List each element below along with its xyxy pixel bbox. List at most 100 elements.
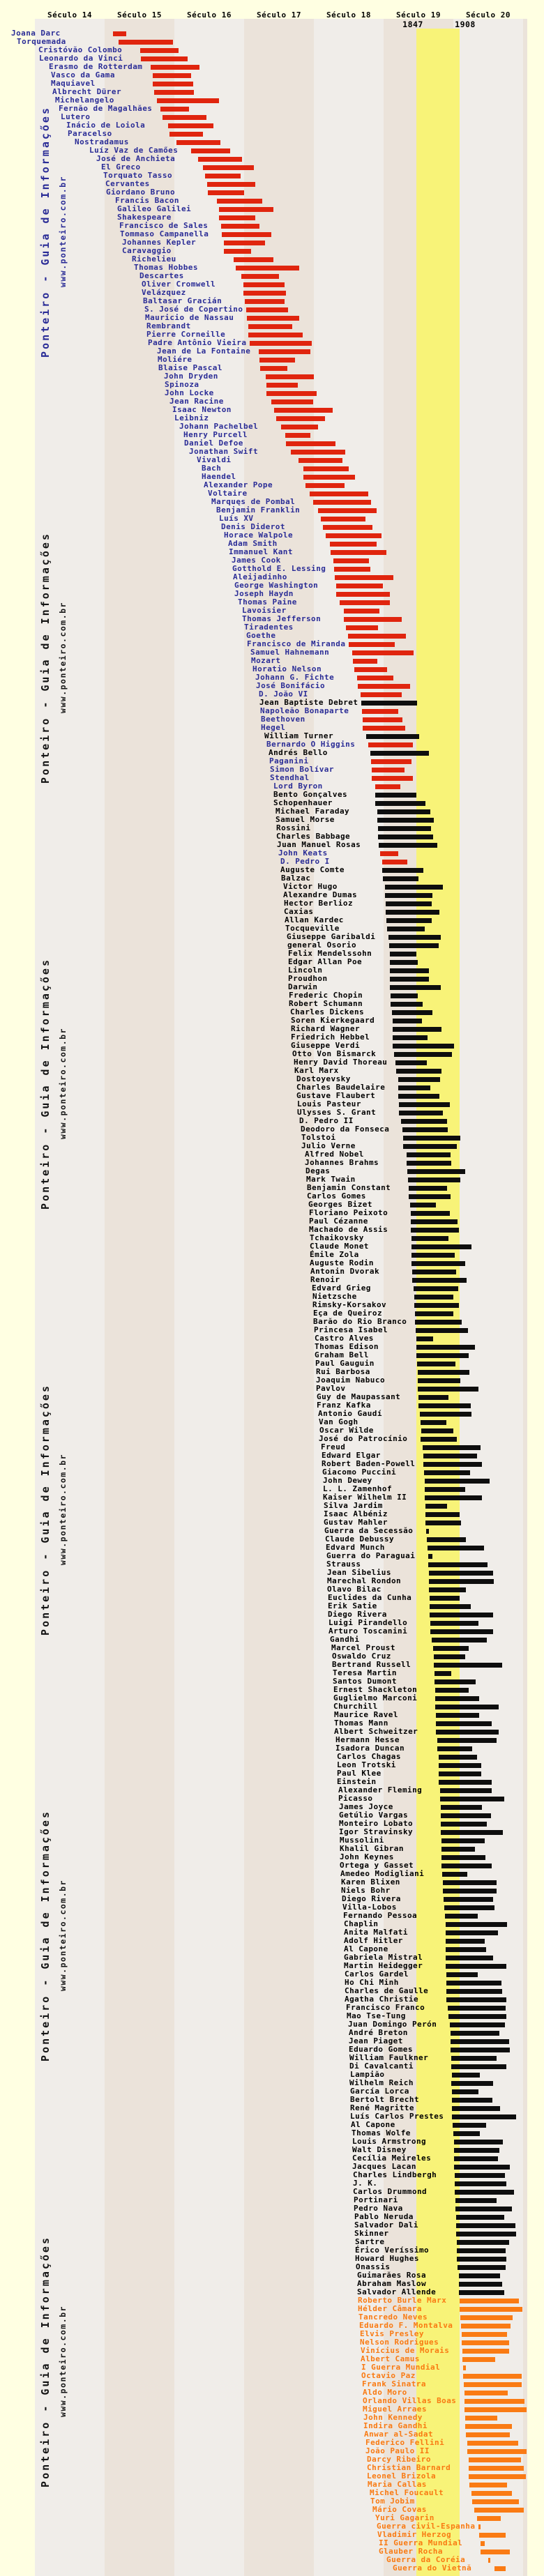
timeline-row: Jonathan Swift [0, 448, 544, 456]
lifespan-bar [455, 2181, 506, 2186]
lifespan-bar [464, 2391, 508, 2395]
person-label: Robert Schumann [289, 999, 363, 1008]
lifespan-bar [168, 123, 213, 128]
person-label: Wilhelm Reich [349, 2078, 414, 2087]
timeline-row: Horatio Nelson [0, 665, 544, 673]
person-label: Charles Babbage [276, 832, 351, 841]
lifespan-bar [460, 2307, 522, 2312]
timeline-row: Leonardo da Vinci [0, 54, 544, 63]
timeline-row: Tolstoi [0, 1134, 544, 1142]
lifespan-bar [266, 383, 298, 388]
lifespan-bar [423, 1462, 482, 1467]
timeline-row: Giuseppe Verdi [0, 1042, 544, 1050]
lifespan-bar [459, 2290, 504, 2295]
timeline-row: Frank Sinatra [0, 2380, 544, 2388]
timeline-row: Oscar Wilde [0, 1426, 544, 1435]
person-label: Tchaikovsky [310, 1233, 364, 1242]
timeline-row: Deodoro da Fonseca [0, 1125, 544, 1134]
timeline-row: Francis Bacon [0, 197, 544, 205]
lifespan-bar [440, 1797, 504, 1801]
lifespan-bar [474, 2508, 524, 2513]
lifespan-bar [399, 1111, 443, 1115]
person-label: Howard Hughes [355, 2254, 419, 2263]
lifespan-bar [441, 1855, 485, 1860]
person-label: Walt Disney [352, 2145, 407, 2154]
timeline-row: Michael Faraday [0, 807, 544, 816]
person-label: José Bonifácio [256, 681, 326, 690]
lifespan-bar [191, 148, 230, 153]
person-label: José do Patrocínio [319, 1434, 408, 1443]
timeline-row: Auguste Rodin [0, 1259, 544, 1267]
lifespan-bar [344, 609, 379, 613]
timeline-row: Darwin [0, 983, 544, 991]
person-label: Guglielmo Marconi [333, 1693, 418, 1702]
lifespan-bar [409, 1186, 447, 1191]
person-label: Machado de Assis [309, 1225, 388, 1234]
person-label: L. L. Zamenhof [323, 1484, 393, 1493]
person-label: Spinoza [165, 380, 199, 389]
timeline-row: Maria Callas [0, 2480, 544, 2489]
timeline-row: Howard Hughes [0, 2255, 544, 2263]
lifespan-bar [412, 1270, 456, 1274]
lifespan-bar [411, 1219, 458, 1224]
lifespan-bar [435, 1688, 469, 1693]
timeline-row: El Greco [0, 163, 544, 172]
person-label: Skinner [354, 2229, 389, 2238]
person-label: Guimarăes Rosa [357, 2271, 427, 2280]
lifespan-bar [421, 1428, 453, 1433]
person-label: José de Anchieta [96, 154, 176, 163]
timeline-row: Leibniz [0, 414, 544, 422]
lifespan-bar [113, 31, 126, 36]
person-label: Adam Smith [228, 539, 278, 548]
timeline-row: Indira Gandhi [0, 2422, 544, 2430]
lifespan-bar [361, 692, 402, 697]
person-label: Silva Jardim [324, 1501, 383, 1510]
lifespan-bar [408, 1178, 460, 1182]
lifespan-bar [207, 182, 255, 187]
timeline-row: Thomas Mann [0, 1719, 544, 1728]
lifespan-bar [163, 115, 206, 120]
person-label: Lincoln [288, 966, 323, 975]
timeline-row: D. Joăo VI [0, 690, 544, 699]
lifespan-bar [464, 2399, 524, 2404]
person-label: Tocqueville [285, 924, 340, 933]
watermark-title: Ponteiro - Guia de Informaçőes [39, 2236, 52, 2487]
person-label: Johannes Brahms [305, 1158, 379, 1167]
lifespan-bar [390, 952, 416, 957]
person-label: Joana Darc [11, 29, 61, 38]
lifespan-bar [396, 1069, 441, 1074]
person-label: Jean Sibelius [327, 1568, 391, 1577]
lifespan-bar [415, 1311, 453, 1316]
watermark-ponteiro: Ponteiro - Guia de Informaçőes www.pontei… [39, 871, 81, 1297]
century-label: Século 16 [186, 10, 232, 20]
timeline-row: Benjamin Franklin [0, 506, 544, 515]
person-label: Thomas Jefferson [242, 614, 322, 623]
lifespan-bar [372, 776, 413, 781]
person-label: Frank Sinatra [362, 2379, 426, 2388]
timeline-row: Guerra civil-Espanha [0, 2522, 544, 2531]
lifespan-bar [494, 2566, 506, 2571]
timeline-row: Lavoisier [0, 607, 544, 615]
person-label: Balzac [281, 874, 311, 883]
timeline-row: Charles de Gaulle [0, 1987, 544, 1995]
timeline-row: José do Patrocínio [0, 1435, 544, 1443]
lifespan-bar [464, 2382, 522, 2387]
timeline-row: Roberto Burle Marx [0, 2296, 544, 2305]
lifespan-bar [430, 1596, 460, 1601]
timeline-row: Leonel Brizola [0, 2472, 544, 2480]
timeline-row: Van Gogh [0, 1418, 544, 1426]
lifespan-bar [222, 232, 271, 237]
timeline-row: Thomas Hobbes [0, 264, 544, 272]
timeline-row: Vladimir Herzog [0, 2531, 544, 2539]
lifespan-bar [421, 1437, 457, 1442]
timeline-row: Yuri Gagarin [0, 2514, 544, 2522]
timeline-row: Lampiăo [0, 2071, 544, 2079]
lifespan-bar [430, 1604, 471, 1609]
lifespan-bar [248, 333, 303, 337]
lifespan-bar [426, 1529, 429, 1534]
timeline-row: Torquato Tasso [0, 172, 544, 180]
timeline-row: Albert Schweitzer [0, 1728, 544, 1736]
lifespan-bar [437, 1738, 497, 1743]
person-label: Leibniz [174, 413, 209, 422]
timeline-row: Bernardo O Higgins [0, 740, 544, 749]
